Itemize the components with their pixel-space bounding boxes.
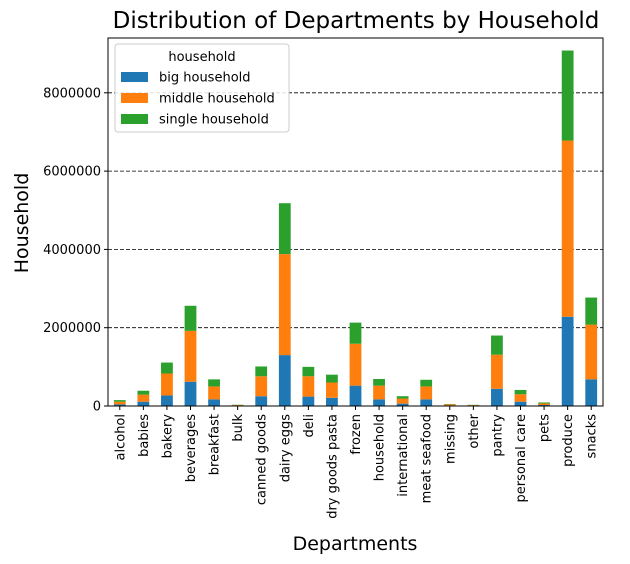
bar-big-household-frozen [349,385,362,406]
bar-single-household-deli [302,366,315,377]
legend-swatch [121,72,148,82]
bar-middle-household-missing [443,404,456,406]
x-tick-label: breakfast [208,414,223,475]
bar-big-household-babies [137,401,150,406]
bar-big-household-snacks [585,379,598,406]
bar-middle-household-bulk [231,405,244,406]
bar-middle-household-deli [302,376,315,397]
x-tick-label: deli [302,414,317,437]
bar-big-household-produce [561,316,574,406]
x-tick-label: missing [443,414,458,464]
bar-middle-household-personal-care [514,394,527,402]
bar-big-household-household [373,399,385,406]
legend: household big household middle household s… [114,43,290,133]
bar-single-household-meat-seafood [420,379,433,387]
bar-single-household-international [396,396,409,399]
bar-single-household-bakery [161,362,173,374]
bar-single-household-pets [538,402,550,404]
legend-box [114,43,290,133]
y-tick-label: 8000000 [43,86,101,101]
bar-big-household-deli [302,396,315,406]
x-tick-label: alcohol [113,414,128,460]
bar-single-household-babies [137,390,150,395]
x-tick-label: pantry [490,414,505,457]
bar-big-household-pantry [491,388,503,406]
legend-label: big household [159,71,251,86]
bar-middle-household-other [467,405,480,406]
bar-middle-household-international [396,398,409,404]
x-axis-ticks: alcohol babies bakery beverages breakfast bul… [113,406,600,519]
legend-title: household [168,50,235,65]
x-tick-label: babies [137,414,152,457]
chart-title: Distribution of Departments by Household [113,8,600,34]
x-tick-label: dairy eggs [278,414,293,483]
bar-big-household-dairy-eggs [278,355,291,406]
x-tick-label: bulk [231,414,246,442]
bar-single-household-breakfast [208,379,220,387]
bar-single-household-beverages [184,305,197,331]
bar-middle-household-frozen [349,343,362,386]
bar-middle-household-dairy-eggs [278,254,291,356]
x-tick-label: beverages [184,414,199,483]
bar-single-household-dry-goods-pasta [326,374,338,383]
bar-middle-household-meat-seafood [420,386,433,400]
x-tick-label: household [373,414,388,481]
x-tick-label: snacks [585,414,600,459]
x-tick-label: dry goods pasta [325,414,340,519]
bar-middle-household-beverages [184,330,197,382]
y-axis-title: Household [11,173,33,274]
bar-middle-household-babies [137,394,150,402]
y-tick-label: 2000000 [43,321,101,336]
legend-label: middle household [159,92,275,107]
x-tick-label: personal care [514,414,529,502]
bar-big-household-meat-seafood [420,399,433,406]
x-tick-label: international [396,414,411,497]
bar-big-household-breakfast [208,399,220,406]
legend-swatch [121,114,148,124]
bar-single-household-frozen [349,322,362,344]
x-tick-label: other [467,413,482,448]
x-tick-label: frozen [349,414,364,455]
bar-middle-household-household [373,385,385,400]
bars [113,50,598,406]
bar-big-household-bakery [161,395,173,406]
bar-single-household-household [373,378,385,386]
y-tick-label: 4000000 [43,243,101,258]
bar-middle-household-breakfast [208,386,220,400]
bar-middle-household-dry-goods-pasta [326,382,338,398]
bar-single-household-alcohol [113,400,126,402]
bar-middle-household-canned-goods [255,376,268,397]
x-tick-label: canned goods [255,414,270,505]
x-tick-label: bakery [160,414,175,459]
x-axis-title: Departments [293,533,418,555]
bar-single-household-snacks [585,297,598,325]
bar-big-household-beverages [184,381,197,406]
bar-single-household-canned-goods [255,366,268,377]
bar-single-household-personal-care [514,389,527,395]
legend-swatch [121,93,148,103]
bar-middle-household-pantry [491,354,503,389]
legend-label: single household [159,113,269,128]
y-tick-label: 6000000 [43,165,101,180]
bar-middle-household-alcohol [113,401,126,405]
bar-middle-household-snacks [585,324,598,380]
bar-middle-household-produce [561,140,574,317]
bar-middle-household-bakery [161,373,173,396]
bar-big-household-alcohol [113,404,126,406]
bar-middle-household-pets [538,403,550,406]
x-tick-label: pets [538,414,553,442]
bar-big-household-canned-goods [255,396,268,406]
y-axis-ticks: 0 2000000 4000000 6000000 8000000 [43,86,108,415]
bar-single-household-produce [561,50,574,141]
bar-big-household-international [396,403,409,406]
x-tick-label: produce [561,414,576,467]
y-tick-label: 0 [93,400,101,415]
bar-big-household-personal-care [514,401,527,406]
bar-big-household-dry-goods-pasta [326,397,338,406]
bar-single-household-pantry [491,335,503,355]
x-tick-label: meat seafood [420,414,435,503]
bar-single-household-dairy-eggs [278,203,291,255]
